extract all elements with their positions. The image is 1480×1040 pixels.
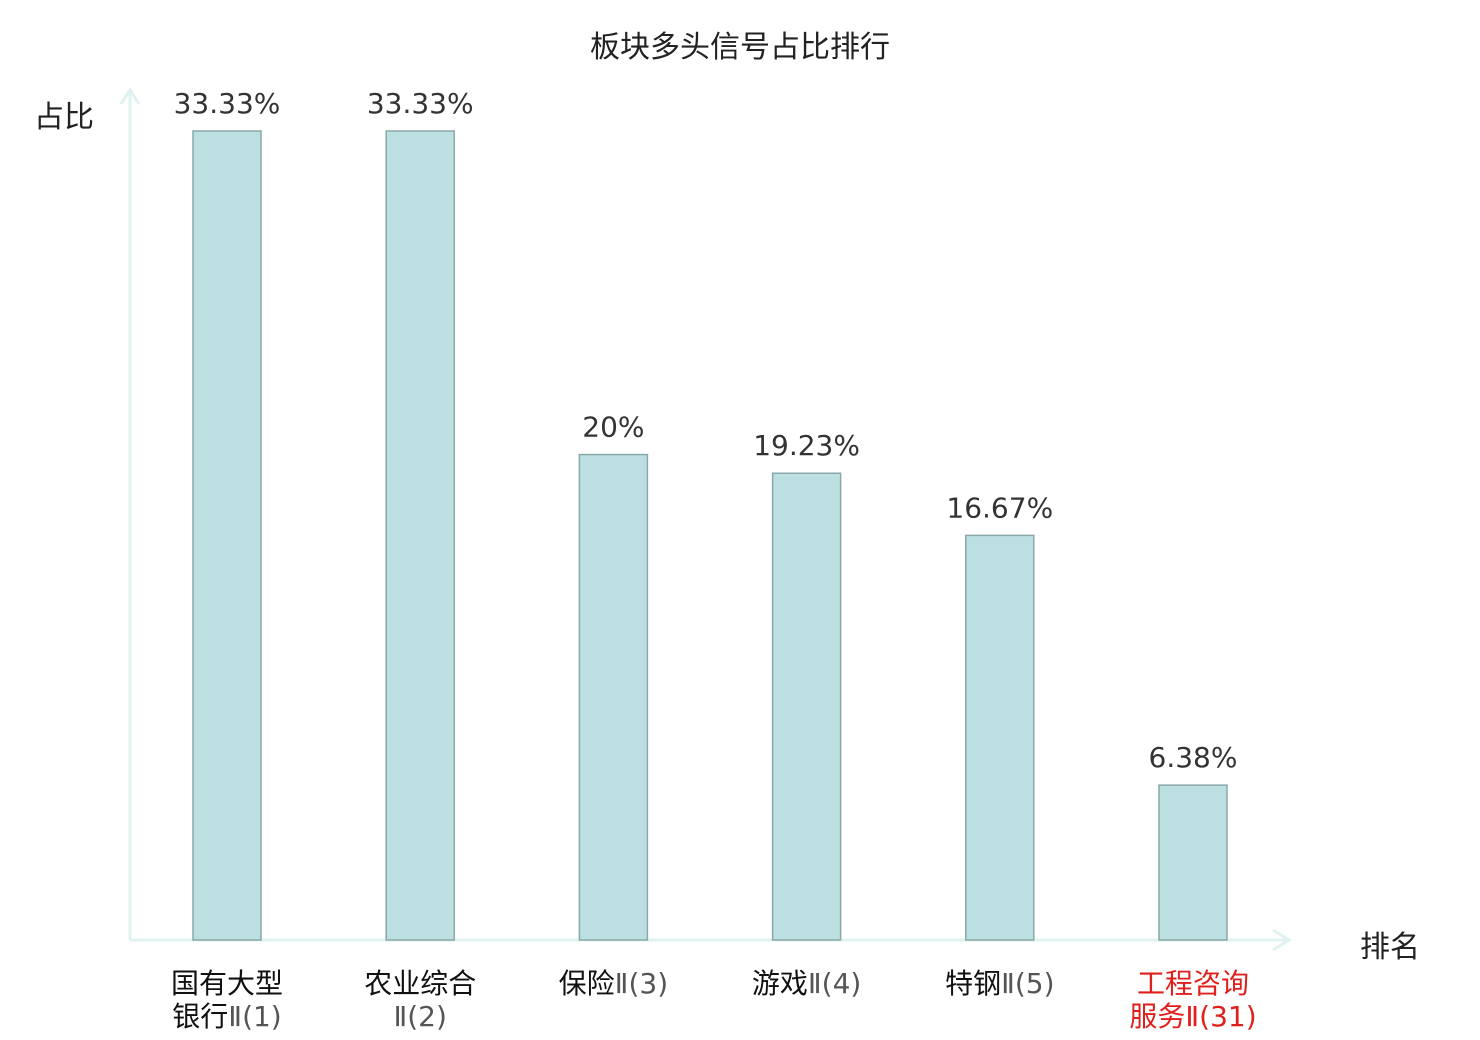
x-axis-label: 排名: [1360, 930, 1420, 965]
data-label: 19.23%: [753, 429, 860, 462]
data-label: 33.33%: [174, 87, 281, 120]
tick-label: 农业综合: [364, 967, 476, 1000]
bar: [385, 130, 455, 941]
bar: [578, 453, 649, 941]
tick-label: 国有大型: [171, 967, 283, 1000]
bar: [965, 534, 1035, 941]
data-label: 6.38%: [1149, 741, 1238, 774]
tick-label: 游戏Ⅱ(4): [752, 967, 861, 1000]
data-label: 16.67%: [946, 491, 1053, 524]
data-label: 20%: [582, 411, 644, 444]
tick-label-line2: 银行Ⅱ(1): [172, 1000, 281, 1033]
y-axis-arrow: [119, 87, 141, 105]
bar: [771, 472, 842, 941]
x-axis-arrow: [1272, 928, 1292, 952]
tick-label-line2: 服务Ⅱ(31): [1129, 1000, 1256, 1033]
tick-label: 特钢Ⅱ(5): [945, 967, 1054, 1000]
y-axis-label: 占比: [34, 100, 94, 135]
data-label: 33.33%: [367, 87, 474, 120]
tick-label-line2: Ⅱ(2): [393, 1000, 446, 1033]
chart-title: 板块多头信号占比排行: [590, 30, 890, 65]
bar: [1158, 784, 1228, 941]
tick-label: 工程咨询: [1137, 967, 1249, 1000]
bar: [192, 130, 262, 941]
tick-label: 保险Ⅱ(3): [559, 967, 668, 1000]
